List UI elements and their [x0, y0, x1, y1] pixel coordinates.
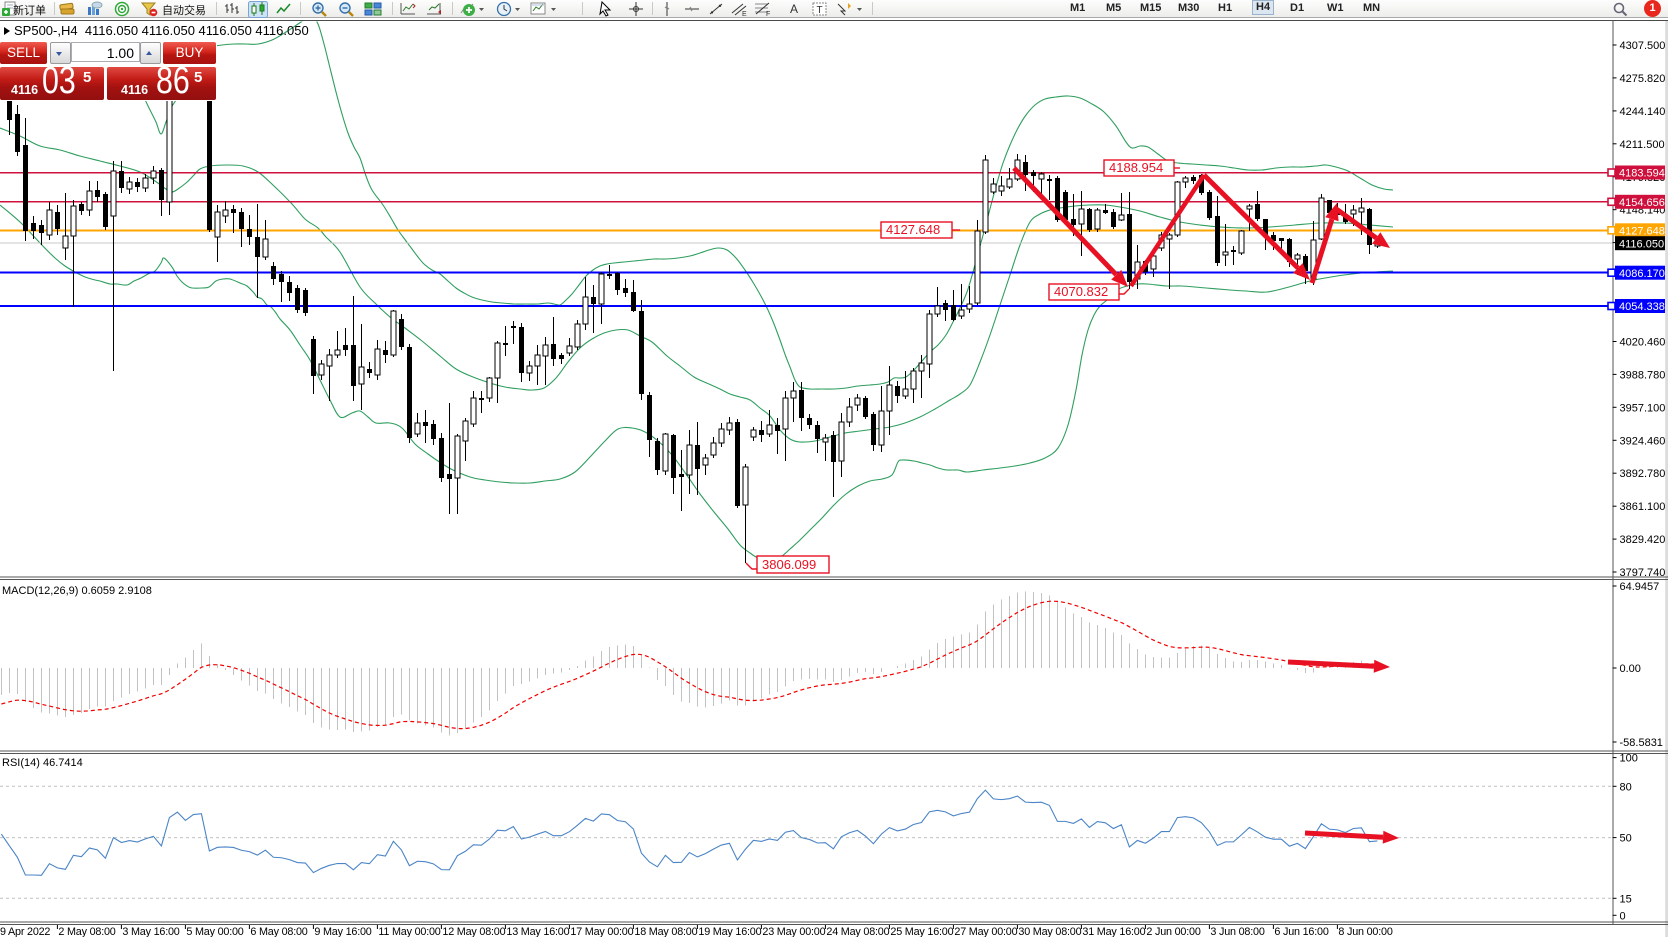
svg-text:-58.5831: -58.5831 [1620, 737, 1663, 749]
svg-text:19 May 16:00: 19 May 16:00 [698, 926, 761, 937]
svg-text:3806.099: 3806.099 [762, 557, 816, 572]
svg-text:3924.460: 3924.460 [1620, 435, 1666, 447]
svg-text:3797.740: 3797.740 [1620, 567, 1666, 579]
svg-text:18 May 08:00: 18 May 08:00 [634, 926, 697, 937]
svg-text:4307.500: 4307.500 [1620, 40, 1666, 52]
svg-text:4127.648: 4127.648 [886, 222, 940, 237]
svg-text:50: 50 [1620, 833, 1632, 845]
svg-text:6 May 08:00: 6 May 08:00 [250, 926, 307, 937]
svg-text:T: T [817, 5, 823, 16]
svg-text:2 Jun 00:00: 2 Jun 00:00 [1146, 926, 1200, 937]
svg-text:24 May 08:00: 24 May 08:00 [826, 926, 889, 937]
svg-text:3 Jun 08:00: 3 Jun 08:00 [1210, 926, 1264, 937]
svg-text:11 May 00:00: 11 May 00:00 [378, 926, 440, 937]
svg-text:100: 100 [1620, 753, 1638, 765]
svg-text:4188.954: 4188.954 [1109, 160, 1163, 175]
svg-text:23 May 00:00: 23 May 00:00 [762, 926, 825, 937]
svg-text:2 May 08:00: 2 May 08:00 [58, 926, 115, 937]
svg-text:3 May 16:00: 3 May 16:00 [122, 926, 179, 937]
svg-text:27 May 00:00: 27 May 00:00 [954, 926, 1017, 937]
svg-text:4154.656: 4154.656 [1619, 197, 1665, 209]
svg-text:3988.780: 3988.780 [1620, 369, 1666, 381]
svg-text:0: 0 [1620, 910, 1626, 922]
svg-text:4020.460: 4020.460 [1620, 337, 1666, 349]
svg-text:SP500-,H4 4116.050 4116.050 4: SP500-,H4 4116.050 4116.050 4116.050 411… [14, 23, 309, 38]
svg-text:15: 15 [1620, 893, 1632, 905]
svg-text:17 May 00:00: 17 May 00:00 [570, 926, 633, 937]
svg-text:31 May 16:00: 31 May 16:00 [1082, 926, 1145, 937]
svg-text:4127.648: 4127.648 [1619, 226, 1665, 238]
svg-text:3861.100: 3861.100 [1620, 501, 1666, 513]
svg-text:4116.050: 4116.050 [1619, 238, 1664, 250]
svg-text:13 May 16:00: 13 May 16:00 [506, 926, 569, 937]
svg-text:6 Jun 16:00: 6 Jun 16:00 [1274, 926, 1328, 937]
svg-text:64.9457: 64.9457 [1620, 581, 1660, 593]
svg-text:8 Jun 00:00: 8 Jun 00:00 [1338, 926, 1392, 937]
svg-text:4211.500: 4211.500 [1620, 139, 1665, 151]
svg-text:4054.338: 4054.338 [1619, 301, 1665, 313]
svg-text:9 Apr 2022: 9 Apr 2022 [0, 926, 50, 937]
svg-text:3957.100: 3957.100 [1620, 402, 1666, 414]
svg-text:3892.780: 3892.780 [1620, 468, 1666, 480]
svg-text:4275.820: 4275.820 [1620, 73, 1666, 85]
svg-text:5 May 00:00: 5 May 00:00 [186, 926, 243, 937]
svg-text:9 May 16:00: 9 May 16:00 [314, 926, 371, 937]
svg-text:E: E [742, 11, 747, 17]
svg-text:MACD(12,26,9) 0.6059 2.9108: MACD(12,26,9) 0.6059 2.9108 [2, 585, 152, 597]
svg-text:3829.420: 3829.420 [1620, 534, 1666, 546]
svg-text:F: F [766, 11, 770, 17]
svg-text:25 May 16:00: 25 May 16:00 [890, 926, 953, 937]
svg-text:4244.140: 4244.140 [1620, 106, 1666, 118]
svg-text:4070.832: 4070.832 [1054, 284, 1108, 299]
svg-text:0.00: 0.00 [1620, 663, 1641, 675]
svg-text:4183.594: 4183.594 [1619, 168, 1665, 180]
svg-text:4086.170: 4086.170 [1619, 268, 1665, 280]
svg-text:RSI(14) 46.7414: RSI(14) 46.7414 [2, 757, 83, 769]
svg-text:30 May 08:00: 30 May 08:00 [1018, 926, 1081, 937]
svg-text:80: 80 [1620, 781, 1632, 793]
svg-text:12 May 08:00: 12 May 08:00 [442, 926, 505, 937]
